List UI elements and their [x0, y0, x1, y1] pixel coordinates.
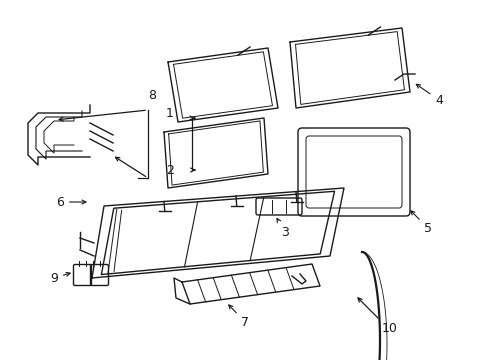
Text: 4: 4	[416, 84, 443, 107]
Text: 10: 10	[382, 321, 398, 334]
Text: 6: 6	[56, 195, 86, 208]
Text: 3: 3	[277, 219, 289, 239]
Text: 5: 5	[411, 211, 432, 234]
Text: 2: 2	[166, 163, 174, 176]
Text: 8: 8	[148, 89, 156, 102]
Text: 7: 7	[229, 305, 249, 328]
Text: 9: 9	[50, 271, 70, 284]
Text: 1: 1	[166, 107, 174, 120]
